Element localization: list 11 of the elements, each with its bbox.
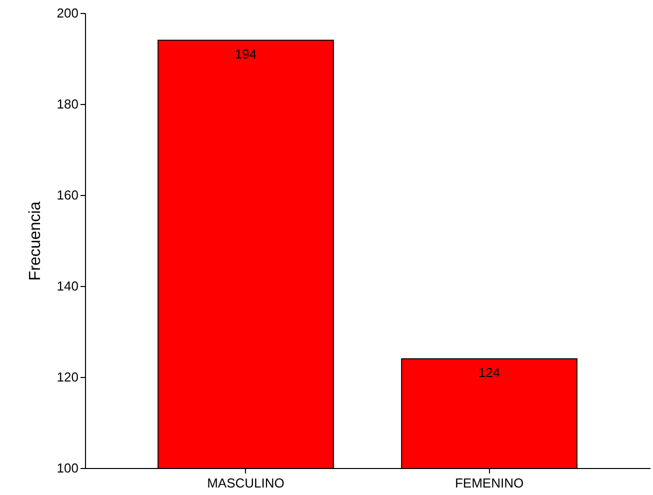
x-tick-label: FEMENINO	[454, 476, 524, 490]
data-label: 194	[234, 46, 257, 62]
x-tick-label: MASCULINO	[207, 476, 284, 490]
y-tick-label: 180	[56, 96, 78, 112]
y-tick-label: 140	[56, 278, 78, 294]
y-tick-label: 100	[56, 460, 78, 476]
y-tick-label: 200	[56, 6, 78, 20]
y-axis-title: Frecuencia	[26, 201, 44, 281]
y-tick-label: 120	[56, 370, 78, 384]
data-label: 124	[478, 364, 500, 380]
y-tick-label: 160	[56, 188, 78, 202]
